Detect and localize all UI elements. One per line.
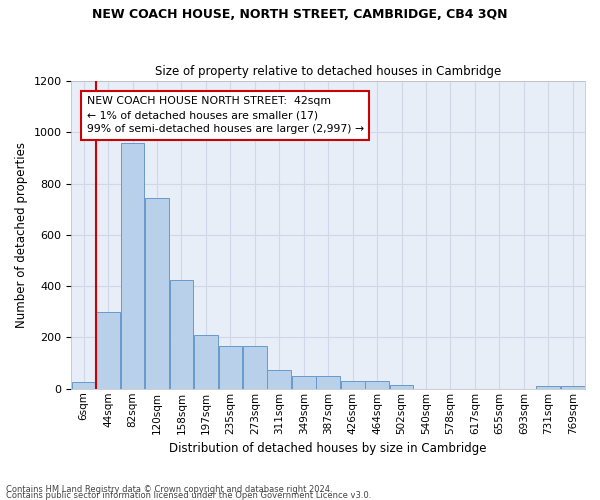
Text: Contains HM Land Registry data © Crown copyright and database right 2024.: Contains HM Land Registry data © Crown c…	[6, 484, 332, 494]
Bar	[194, 335, 218, 389]
Text: NEW COACH HOUSE NORTH STREET:  42sqm
← 1% of detached houses are smaller (17)
99: NEW COACH HOUSE NORTH STREET: 42sqm ← 1%…	[87, 96, 364, 134]
Bar	[72, 382, 95, 389]
Bar	[268, 370, 291, 389]
Bar	[96, 312, 120, 389]
Bar	[121, 142, 145, 389]
Bar	[341, 381, 365, 389]
Title: Size of property relative to detached houses in Cambridge: Size of property relative to detached ho…	[155, 66, 502, 78]
Bar	[145, 198, 169, 389]
X-axis label: Distribution of detached houses by size in Cambridge: Distribution of detached houses by size …	[169, 442, 487, 455]
Bar	[390, 385, 413, 389]
Y-axis label: Number of detached properties: Number of detached properties	[15, 142, 28, 328]
Bar	[316, 376, 340, 389]
Bar	[218, 346, 242, 389]
Bar	[243, 346, 266, 389]
Bar	[536, 386, 560, 389]
Text: Contains public sector information licensed under the Open Government Licence v3: Contains public sector information licen…	[6, 490, 371, 500]
Text: NEW COACH HOUSE, NORTH STREET, CAMBRIDGE, CB4 3QN: NEW COACH HOUSE, NORTH STREET, CAMBRIDGE…	[92, 8, 508, 20]
Bar	[365, 381, 389, 389]
Bar	[170, 280, 193, 389]
Bar	[561, 386, 584, 389]
Bar	[292, 376, 316, 389]
